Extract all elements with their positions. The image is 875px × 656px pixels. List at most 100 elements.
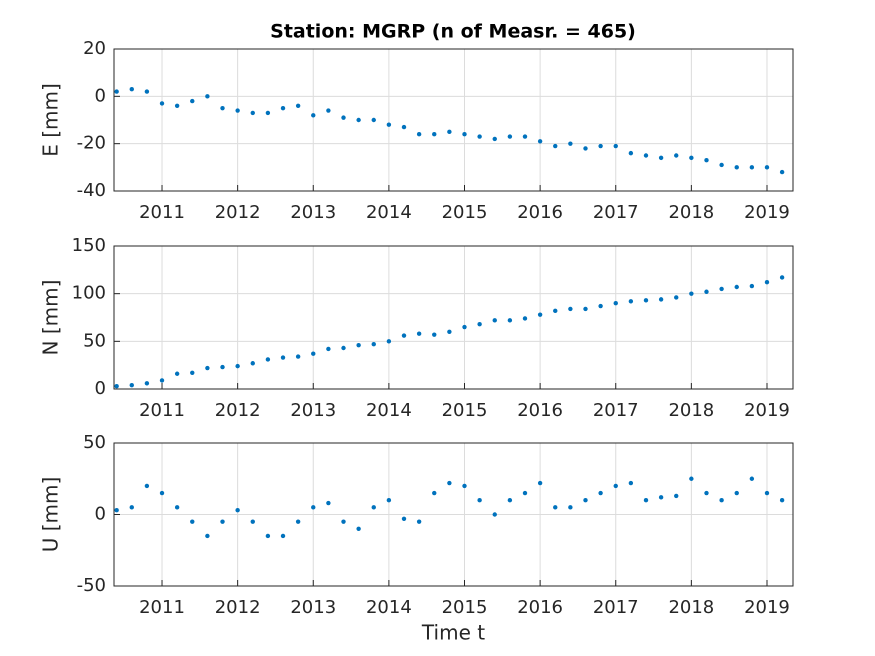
data-point [583, 146, 588, 151]
data-point [220, 364, 225, 370]
y-tick-label: 0 [95, 378, 106, 399]
data-point [658, 495, 664, 500]
x-tick-label: 2017 [593, 597, 639, 618]
x-tick-label: 2014 [366, 400, 412, 421]
data-point [265, 357, 271, 362]
data-point [205, 533, 210, 539]
data-point [749, 476, 755, 481]
data-point [190, 98, 195, 104]
data-point [265, 533, 271, 539]
x-tick-label: 2019 [744, 400, 790, 421]
data-point [477, 321, 482, 327]
data-point [643, 498, 649, 503]
y-tick-label: 50 [83, 432, 106, 453]
data-point [628, 480, 634, 486]
x-tick-label: 2014 [366, 597, 412, 618]
data-point [719, 498, 724, 503]
y-tick-label: 50 [83, 330, 106, 351]
y-tick-label: -50 [77, 575, 106, 596]
data-point [764, 165, 770, 170]
x-tick-label: 2019 [744, 202, 790, 223]
data-point [704, 490, 709, 496]
data-point [447, 129, 452, 135]
data-point [462, 132, 467, 137]
data-point [628, 299, 634, 304]
data-point [341, 115, 346, 120]
data-point [174, 103, 180, 109]
data-point [295, 354, 301, 359]
data-point [250, 110, 255, 116]
plot-area [114, 49, 793, 191]
data-point [174, 505, 180, 510]
data-point [598, 303, 603, 309]
data-point [386, 498, 392, 503]
data-point [553, 308, 558, 314]
data-point [462, 324, 467, 330]
x-tick-label: 2013 [290, 202, 336, 223]
data-point [326, 346, 331, 352]
data-point [159, 378, 165, 383]
data-point [295, 103, 301, 109]
data-point [326, 108, 331, 113]
data-point [159, 101, 165, 106]
data-point [492, 512, 497, 517]
x-tick-label: 2011 [139, 400, 185, 421]
x-tick-label: 2012 [215, 597, 261, 618]
data-point [477, 134, 482, 139]
data-point [674, 153, 679, 158]
data-point [220, 519, 225, 524]
y-tick-label: 100 [72, 283, 106, 304]
data-point [371, 341, 376, 347]
x-tick-label: 2019 [744, 597, 790, 618]
y-axis-label: U [mm] [39, 477, 63, 553]
data-point [583, 306, 588, 312]
data-point [492, 136, 497, 142]
data-point [311, 505, 316, 510]
data-point [265, 110, 271, 116]
data-point [704, 158, 709, 163]
data-point [129, 382, 134, 388]
data-point [674, 493, 679, 499]
data-point [462, 483, 467, 489]
x-tick-label: 2018 [668, 202, 714, 223]
data-point [144, 89, 150, 94]
data-point [386, 122, 392, 127]
data-point [779, 275, 785, 280]
data-point [613, 483, 618, 489]
data-point [643, 153, 649, 158]
data-point [522, 490, 528, 496]
data-point [280, 355, 286, 360]
data-point [507, 134, 513, 139]
data-point [598, 490, 603, 496]
axes-frame [113, 442, 794, 587]
data-point [689, 155, 694, 161]
x-tick-label: 2011 [139, 202, 185, 223]
axes-frame [113, 48, 794, 192]
data-point [190, 370, 195, 375]
data-point [764, 490, 770, 496]
y-tick-label: 20 [83, 38, 106, 59]
data-point [432, 132, 437, 137]
x-tick-label: 2016 [517, 400, 563, 421]
data-point [522, 134, 528, 139]
data-point [749, 165, 755, 170]
data-point [326, 500, 331, 506]
data-point [220, 105, 225, 111]
x-tick-label: 2012 [215, 400, 261, 421]
data-point [553, 505, 558, 510]
x-tick-label: 2012 [215, 202, 261, 223]
data-point [477, 498, 482, 503]
data-point [689, 476, 694, 481]
data-point [205, 365, 210, 371]
data-point [114, 89, 119, 94]
data-point [190, 519, 195, 524]
x-tick-label: 2015 [442, 597, 488, 618]
data-point [568, 306, 573, 312]
x-tick-label: 2015 [442, 202, 488, 223]
x-tick-label: 2014 [366, 202, 412, 223]
data-point [356, 342, 361, 348]
data-point [689, 291, 694, 296]
data-point [235, 108, 240, 113]
data-point [598, 143, 603, 149]
data-point [734, 284, 739, 290]
